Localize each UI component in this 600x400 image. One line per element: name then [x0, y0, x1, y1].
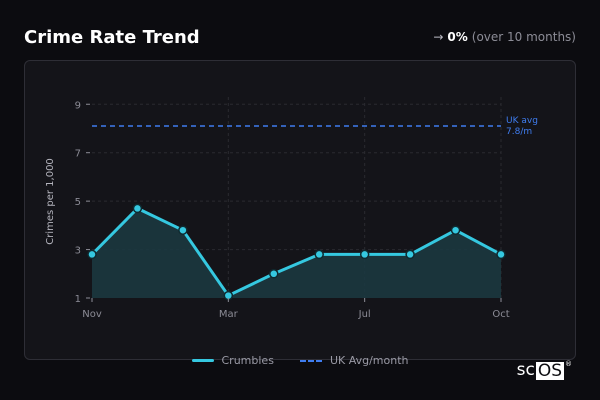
area-layer	[92, 208, 501, 298]
legend-label-reference: UK Avg/month	[329, 354, 409, 367]
axis-layer: 1 3 5 7 9 Nov Mar Jul Oct Crimes per 1,000	[45, 100, 510, 320]
data-point	[359, 249, 370, 260]
x-tick-label: Jul	[358, 309, 371, 320]
data-point	[269, 269, 279, 279]
brand-text-b: OS	[535, 361, 564, 381]
data-point	[178, 225, 188, 235]
legend-swatch-series	[191, 359, 214, 362]
legend-swatch-reference	[299, 359, 322, 362]
y-tick-label: 1	[75, 294, 81, 305]
x-tick-label: Mar	[219, 309, 239, 320]
data-point	[496, 249, 506, 260]
data-point	[314, 249, 324, 260]
y-axis-label: Crimes per 1,000	[45, 158, 56, 245]
y-tick-label: 3	[75, 246, 81, 257]
legend-item-reference[interactable]: UK Avg/month	[299, 354, 409, 367]
x-tick-label: Oct	[492, 309, 509, 320]
data-point	[87, 249, 97, 260]
y-tick-label: 7	[75, 149, 81, 160]
brand-logo: sc OS ®	[517, 360, 572, 380]
chart-title: Crime Rate Trend	[24, 26, 200, 48]
series-line	[90, 206, 503, 298]
y-tick-label: 9	[75, 100, 81, 111]
trend-summary: → 0% (over 10 months)	[433, 30, 576, 44]
x-tick-label: Nov	[82, 309, 102, 320]
chart-card: UK avg 7.8/m 1 3 5 7 9 Nov Mar Jul Oct Crimes per …	[24, 60, 576, 360]
y-tick-label: 5	[75, 197, 81, 208]
chart-legend: Crumbles UK Avg/month	[0, 354, 600, 367]
trend-arrow-icon: →	[433, 30, 444, 44]
trend-value: 0%	[447, 30, 468, 44]
legend-label-series: Crumbles	[221, 354, 274, 367]
reference-label-line1: UK avg	[506, 116, 538, 126]
data-point	[405, 249, 415, 260]
brand-mark: ®	[565, 360, 572, 368]
data-point	[132, 203, 143, 214]
series-layer	[87, 203, 506, 301]
reference-label-line2: 7.8/m	[506, 127, 532, 137]
brand-text-a: sc	[516, 360, 535, 380]
trend-period: (over 10 months)	[471, 30, 576, 44]
series-area	[92, 208, 501, 298]
chart-header: Crime Rate Trend → 0% (over 10 months)	[24, 24, 576, 50]
legend-item-series[interactable]: Crumbles	[191, 354, 274, 367]
data-point	[450, 225, 461, 235]
